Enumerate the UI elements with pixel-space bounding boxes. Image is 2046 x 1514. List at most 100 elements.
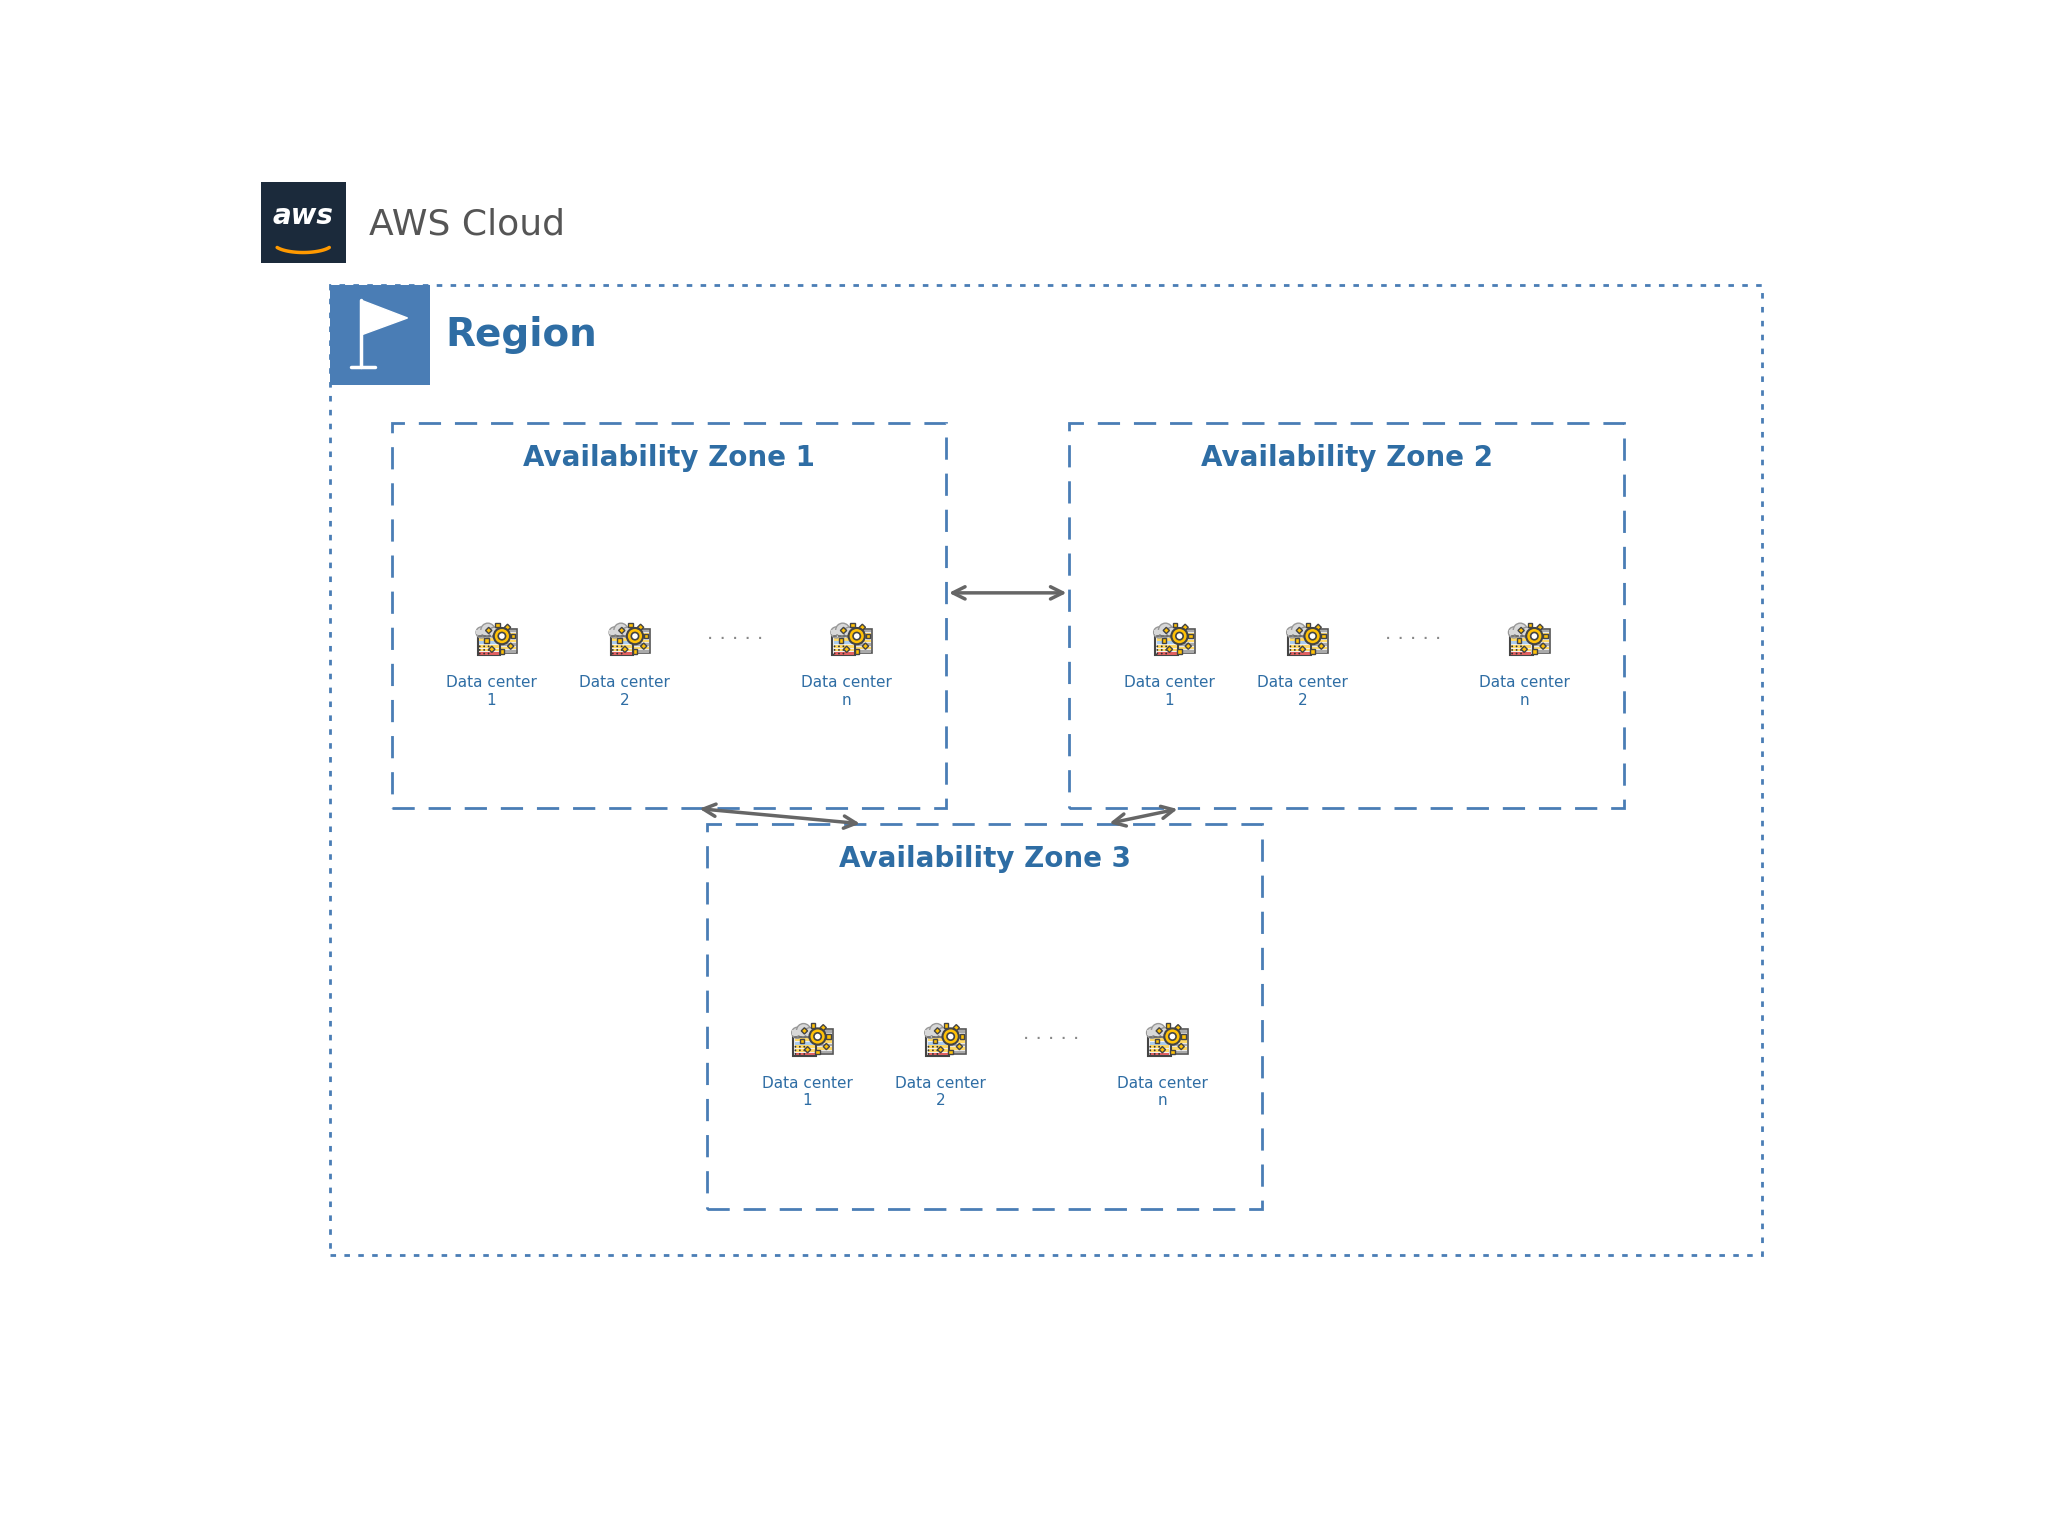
Circle shape bbox=[499, 633, 505, 640]
Bar bbox=[1309, 650, 1316, 654]
Bar bbox=[1543, 634, 1547, 639]
Bar bbox=[1156, 645, 1176, 648]
Circle shape bbox=[796, 1023, 810, 1037]
Bar bbox=[1156, 637, 1176, 640]
Bar bbox=[1526, 630, 1549, 653]
Bar bbox=[612, 648, 632, 651]
Bar bbox=[612, 653, 632, 656]
Bar bbox=[610, 630, 634, 656]
Bar bbox=[612, 634, 632, 637]
Bar bbox=[1289, 645, 1309, 648]
Bar bbox=[479, 645, 499, 648]
Bar bbox=[822, 1043, 829, 1049]
Bar bbox=[1164, 627, 1170, 634]
Bar bbox=[1520, 646, 1528, 653]
Bar bbox=[479, 653, 499, 656]
Circle shape bbox=[814, 1033, 820, 1040]
Bar bbox=[1512, 645, 1530, 648]
Bar bbox=[1289, 648, 1309, 651]
Bar bbox=[1172, 636, 1195, 639]
Bar bbox=[1150, 1042, 1170, 1045]
Circle shape bbox=[943, 1028, 960, 1045]
Bar bbox=[618, 627, 624, 634]
Bar bbox=[1154, 1039, 1160, 1043]
Bar bbox=[1528, 643, 1549, 646]
Bar bbox=[612, 645, 632, 648]
Bar bbox=[1172, 643, 1195, 646]
Circle shape bbox=[1176, 633, 1183, 640]
Bar bbox=[937, 1046, 943, 1052]
Circle shape bbox=[1154, 627, 1164, 637]
Bar bbox=[1166, 1043, 1187, 1046]
Circle shape bbox=[1168, 1033, 1176, 1040]
Bar bbox=[479, 637, 499, 640]
Text: Availability Zone 3: Availability Zone 3 bbox=[839, 845, 1131, 872]
Bar bbox=[512, 634, 516, 639]
Bar bbox=[1289, 637, 1309, 640]
Bar bbox=[1166, 1023, 1170, 1028]
Bar bbox=[1183, 624, 1189, 630]
Bar bbox=[1528, 633, 1549, 636]
Bar bbox=[812, 1034, 833, 1036]
Circle shape bbox=[477, 627, 487, 637]
Bar bbox=[1316, 624, 1322, 630]
Bar bbox=[628, 630, 651, 653]
Bar bbox=[1185, 643, 1191, 650]
Circle shape bbox=[849, 628, 865, 645]
Bar bbox=[495, 640, 516, 642]
Polygon shape bbox=[362, 300, 407, 335]
Bar bbox=[1516, 639, 1520, 643]
Bar bbox=[479, 648, 499, 651]
Bar bbox=[1305, 630, 1328, 653]
Text: aws: aws bbox=[272, 203, 333, 230]
Bar bbox=[1172, 630, 1195, 633]
Bar bbox=[628, 646, 649, 650]
Bar bbox=[329, 285, 430, 385]
Bar bbox=[800, 1039, 804, 1043]
Bar bbox=[816, 1049, 820, 1054]
Bar bbox=[1172, 640, 1195, 642]
Circle shape bbox=[1522, 627, 1532, 637]
Bar bbox=[612, 637, 632, 640]
Bar bbox=[1172, 633, 1195, 636]
Circle shape bbox=[1287, 627, 1297, 637]
Bar bbox=[1170, 1049, 1174, 1054]
Bar bbox=[960, 1034, 964, 1039]
Bar bbox=[1166, 1040, 1187, 1043]
Text: Data center
n: Data center n bbox=[800, 675, 892, 707]
Bar bbox=[851, 640, 872, 642]
Bar bbox=[1510, 630, 1532, 656]
Bar bbox=[1305, 633, 1328, 636]
Bar bbox=[1070, 424, 1625, 808]
Bar bbox=[479, 634, 499, 637]
Bar bbox=[945, 1030, 966, 1033]
Bar bbox=[865, 634, 870, 639]
Bar bbox=[835, 642, 853, 643]
Bar bbox=[927, 1031, 949, 1055]
Text: Availability Zone 2: Availability Zone 2 bbox=[1201, 444, 1494, 472]
Bar bbox=[495, 633, 516, 636]
Bar bbox=[1305, 651, 1328, 653]
Bar bbox=[1189, 634, 1193, 639]
Text: Data center
2: Data center 2 bbox=[894, 1075, 986, 1108]
Bar bbox=[1150, 1049, 1170, 1052]
Bar bbox=[477, 630, 495, 634]
Bar bbox=[812, 1043, 833, 1046]
Bar bbox=[794, 1046, 814, 1048]
Bar bbox=[1295, 639, 1299, 643]
Bar bbox=[1174, 1025, 1181, 1031]
Circle shape bbox=[843, 627, 853, 637]
Circle shape bbox=[1291, 624, 1305, 637]
Bar bbox=[820, 1025, 827, 1031]
Circle shape bbox=[831, 627, 843, 637]
Bar bbox=[1150, 1039, 1170, 1042]
Bar bbox=[1150, 1046, 1170, 1048]
Circle shape bbox=[1309, 633, 1316, 640]
Bar bbox=[495, 630, 516, 633]
Circle shape bbox=[610, 627, 620, 637]
Bar bbox=[1508, 630, 1528, 634]
Bar bbox=[1156, 1028, 1162, 1034]
Bar bbox=[804, 1046, 810, 1052]
Bar bbox=[489, 646, 495, 653]
Bar bbox=[618, 639, 622, 643]
